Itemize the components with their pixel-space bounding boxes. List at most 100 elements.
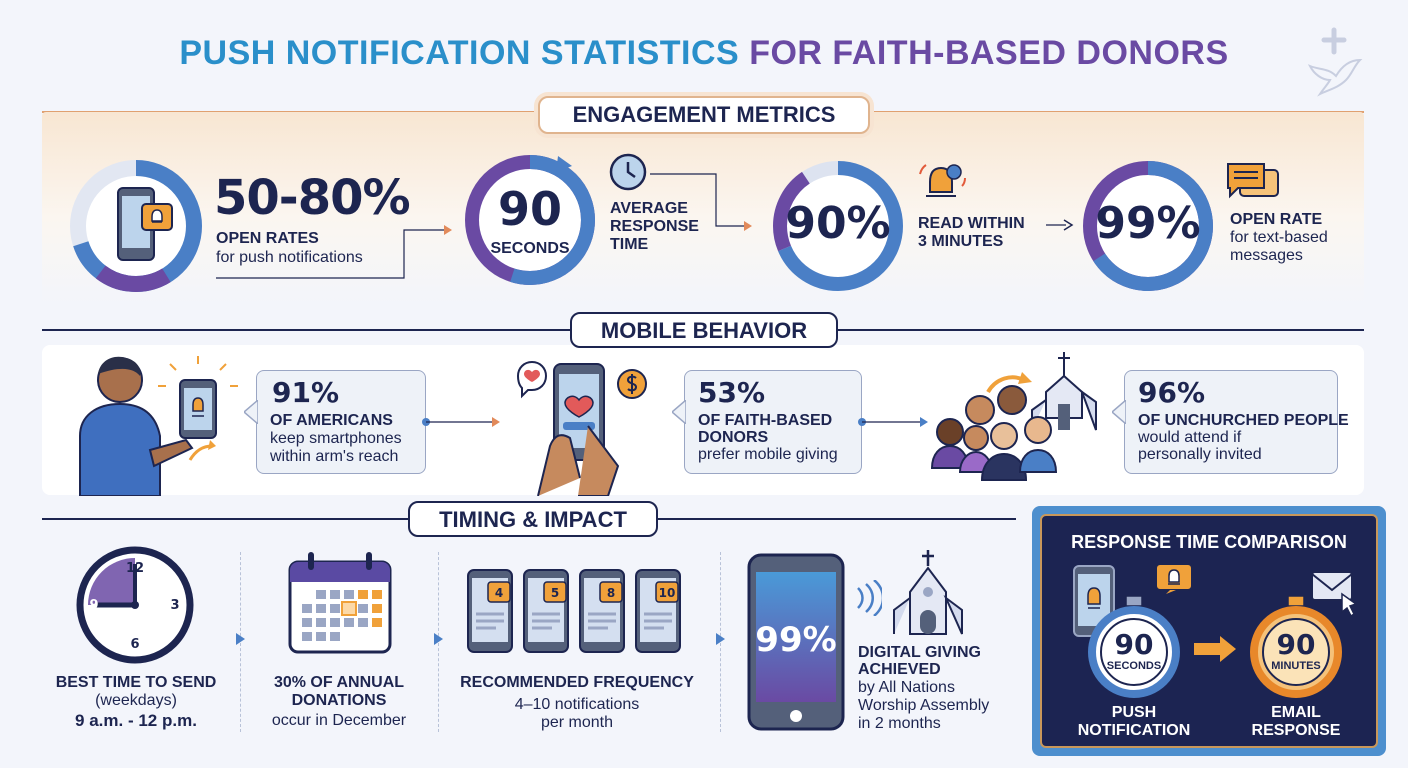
email-label-2: RESPONSE (1251, 722, 1341, 739)
unchurched-card (1124, 370, 1338, 474)
push-bell-badge-icon (1155, 563, 1193, 594)
response-ring (465, 155, 595, 285)
church-icon (893, 550, 963, 635)
americans-value: 91% (272, 376, 340, 409)
digital-giving-label-2: ACHIEVED (858, 661, 941, 678)
bell-icon (919, 164, 966, 197)
page-title: PUSH NOTIFICATION STATISTICS FOR FAITH-B… (179, 34, 1229, 72)
frequency-label: RECOMMENDED FREQUENCY (460, 674, 694, 691)
donations-label-2: DONATIONS (291, 692, 387, 709)
connector-3 (1046, 219, 1074, 231)
faith-donors-value: 53% (698, 376, 766, 409)
comparison-arrow (1194, 636, 1236, 662)
connector-1 (216, 225, 452, 279)
people-church-illustration (930, 352, 1097, 481)
read-ring (773, 161, 903, 291)
read-label-2: 3 MINUTES (918, 233, 1004, 250)
response-unit: SECONDS (490, 240, 570, 257)
unchurched-card-pointer (1112, 400, 1126, 424)
frequency-phone-0: 4 (467, 569, 513, 653)
dove-cross-icon (1307, 27, 1363, 97)
person-phone-illustration (79, 356, 238, 496)
faith-donors-card (684, 370, 862, 474)
connector-2 (650, 173, 752, 231)
digital-giving-label-1: DIGITAL GIVING (858, 644, 981, 661)
faith-donors-label-1: OF FAITH-BASED (698, 412, 833, 429)
read-value: 90% (785, 198, 891, 249)
frequency-phone-3: 10 (635, 569, 681, 653)
americans-label: OF AMERICANS (270, 412, 393, 429)
digital-giving-sub-2: Worship Assembly (858, 697, 990, 714)
frequency-value: 4–10 notifications (514, 696, 640, 713)
open-rate-sub: for push notifications (216, 249, 363, 266)
digital-giving-value: 99% (755, 620, 837, 660)
timing-arrow-1 (236, 633, 245, 645)
email-label-1: EMAIL (1271, 704, 1321, 721)
clock-12: 12 (126, 561, 144, 576)
americans-card (256, 370, 426, 474)
americans-sub-1: keep smartphones (270, 430, 402, 447)
donations-label-1: 30% OF ANNUAL (273, 674, 405, 691)
hand-phone-illustration (516, 360, 647, 496)
frequency-sub: per month (540, 714, 614, 731)
response-label-2: RESPONSE (610, 218, 699, 235)
push-unit: SECONDS (1106, 660, 1162, 672)
push-value: 90 (1114, 628, 1154, 661)
open-rate-value: 50-80% (214, 170, 411, 226)
response-label-1: AVERAGE (610, 200, 688, 217)
clock-icon (609, 153, 647, 191)
email-unit: MINUTES (1271, 660, 1321, 672)
frequency-badge-0: 4 (495, 586, 503, 600)
calendar-icon (288, 552, 392, 654)
clock-6: 6 (130, 637, 139, 652)
frequency-phones: 4 5 8 10 (466, 568, 690, 654)
frequency-badge-3: 10 (659, 586, 676, 600)
comparison-title: RESPONSE TIME COMPARISON (1071, 532, 1347, 552)
response-label-3: TIME (610, 236, 649, 253)
unchurched-sub-2: personally invited (1138, 446, 1262, 463)
donations-sub: occur in December (271, 712, 407, 729)
clock-9: 9 (89, 598, 98, 613)
mobile-heading: MOBILE BEHAVIOR (570, 312, 838, 348)
comparison-panel-inner: RESPONSE TIME COMPARISON 90 SECONDS (1040, 514, 1378, 748)
phone-bell-icon (117, 187, 173, 261)
americans-sub-2: within arm's reach (270, 448, 399, 465)
unchurched-label: OF UNCHURCHED PEOPLE (1138, 412, 1349, 429)
clock-3: 3 (170, 598, 179, 613)
open-rate-label: OPEN RATES (216, 230, 319, 247)
text-open-value: 99% (1095, 198, 1201, 249)
faith-donors-label-2: DONORS (698, 429, 769, 446)
unchurched-value: 96% (1138, 376, 1206, 409)
connector-5 (858, 417, 928, 427)
send-time-value: 9 a.m. - 12 p.m. (75, 711, 197, 730)
send-time-label: BEST TIME TO SEND (55, 674, 217, 691)
email-stopwatch-icon (1250, 595, 1342, 698)
text-open-label: OPEN RATE (1230, 211, 1323, 228)
frequency-badge-2: 8 (607, 586, 615, 600)
timing-arrow-2 (434, 633, 443, 645)
chat-icon (1227, 163, 1279, 199)
email-envelope-icon (1311, 571, 1358, 618)
frequency-phone-1: 5 (523, 569, 569, 653)
response-value: 90 (497, 182, 562, 236)
text-open-ring (1083, 161, 1213, 291)
faith-donors-sub: prefer mobile giving (698, 446, 838, 463)
push-label-2: NOTIFICATION (1077, 722, 1191, 739)
americans-card-pointer (244, 400, 258, 424)
comparison-panel: RESPONSE TIME COMPARISON 90 SECONDS (1032, 506, 1386, 756)
email-value: 90 (1276, 628, 1316, 661)
send-time-clock-icon: 12 3 6 9 (76, 546, 194, 664)
timing-heading: TIMING & IMPACT (408, 501, 658, 537)
push-label-1: PUSH (1111, 704, 1157, 721)
timing-arrow-3 (716, 633, 725, 645)
digital-giving-sub-1: by All Nations (858, 679, 955, 696)
unchurched-sub-1: would attend if (1138, 429, 1242, 446)
text-open-sub-1: for text-based (1230, 229, 1328, 246)
text-open-sub-2: messages (1230, 247, 1303, 264)
faith-donors-card-pointer (672, 400, 686, 424)
push-stopwatch-icon (1088, 595, 1180, 698)
big-phone-icon (747, 553, 845, 731)
signal-waves-icon (857, 580, 882, 616)
send-time-sub: (weekdays) (95, 692, 177, 709)
engagement-heading: ENGAGEMENT METRICS (538, 96, 870, 134)
